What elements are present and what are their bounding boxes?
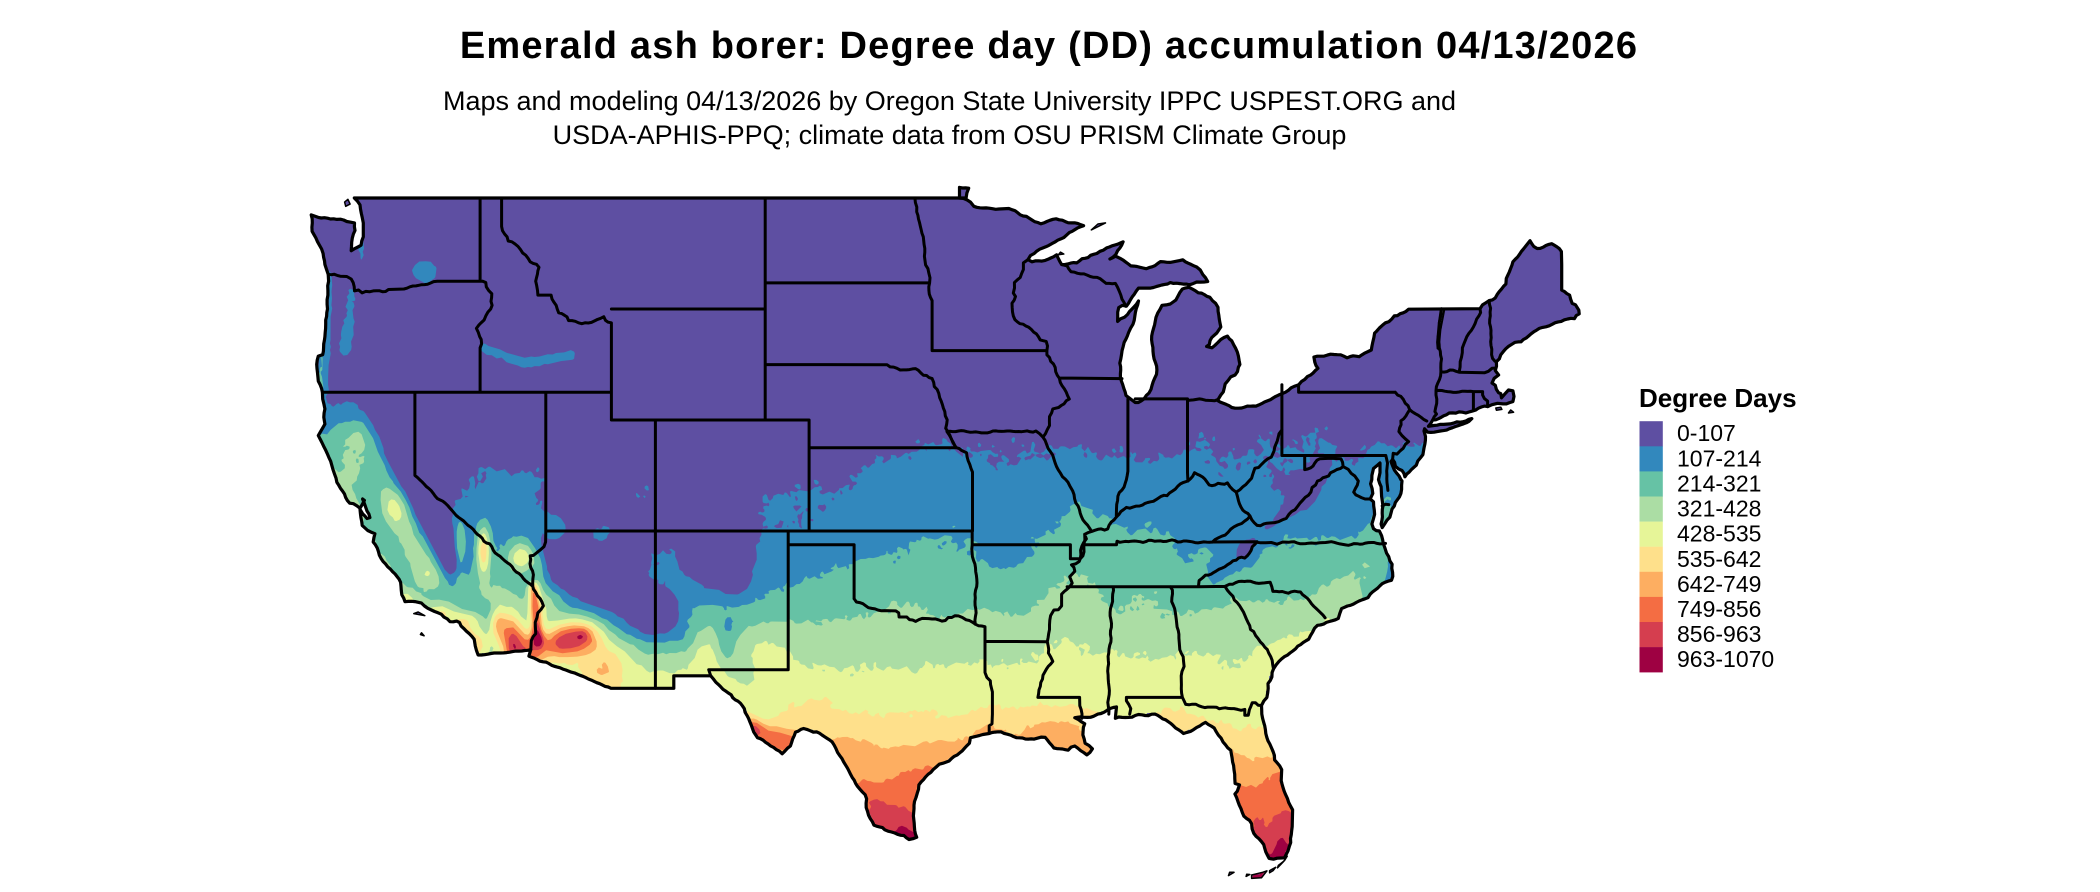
svg-text:535-642: 535-642	[1677, 546, 1761, 572]
svg-text:428-535: 428-535	[1677, 521, 1761, 547]
svg-text:214-321: 214-321	[1677, 470, 1761, 496]
svg-text:Emerald ash borer: Degree day: Emerald ash borer: Degree day (DD) accum…	[460, 25, 1638, 67]
svg-text:321-428: 321-428	[1677, 496, 1761, 522]
svg-text:749-856: 749-856	[1677, 596, 1761, 622]
svg-text:856-963: 856-963	[1677, 621, 1761, 647]
svg-text:Degree Days: Degree Days	[1639, 383, 1797, 413]
svg-text:107-214: 107-214	[1677, 445, 1762, 471]
svg-text:963-1070: 963-1070	[1677, 646, 1774, 672]
svg-text:642-749: 642-749	[1677, 571, 1761, 597]
svg-text:USDA-APHIS-PPQ; climate data f: USDA-APHIS-PPQ; climate data from OSU PR…	[553, 120, 1347, 150]
svg-text:0-107: 0-107	[1677, 420, 1736, 446]
svg-text:Maps and modeling 04/13/2026 b: Maps and modeling 04/13/2026 by Oregon S…	[443, 86, 1456, 116]
